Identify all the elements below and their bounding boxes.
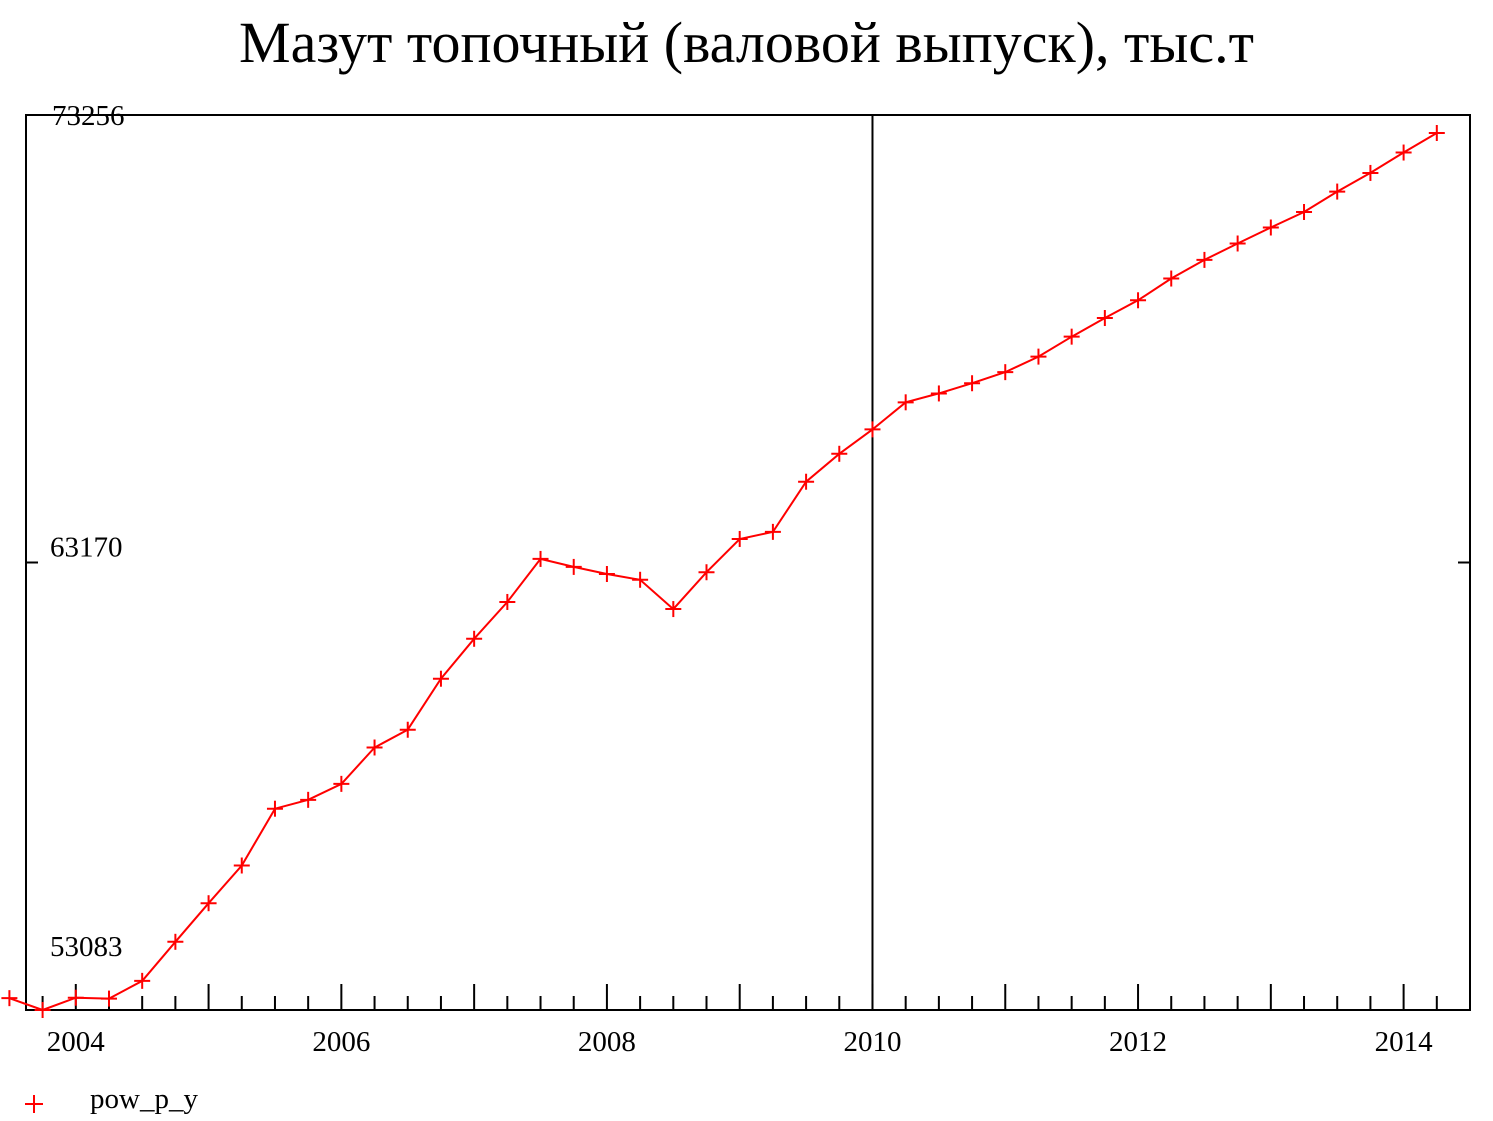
x-tick-label: 2004 xyxy=(47,1026,106,1058)
data-point xyxy=(233,857,250,874)
data-point xyxy=(1262,219,1279,236)
data-point xyxy=(565,558,582,575)
data-point xyxy=(1063,328,1080,345)
y-tick-label: 53083 xyxy=(50,931,123,963)
data-point xyxy=(731,530,748,547)
x-tick-label: 2010 xyxy=(843,1026,901,1058)
data-point xyxy=(466,630,483,647)
data-point xyxy=(930,385,947,402)
data-point xyxy=(1362,164,1379,181)
data-point xyxy=(1096,310,1113,327)
data-point xyxy=(598,566,615,583)
data-point xyxy=(798,473,815,490)
data-point xyxy=(1395,144,1412,161)
data-point xyxy=(1229,235,1246,252)
y-tick-label: 63170 xyxy=(50,532,123,564)
data-point xyxy=(532,550,549,567)
data-point xyxy=(1030,348,1047,365)
data-point xyxy=(665,601,682,618)
data-point xyxy=(964,375,981,392)
legend: pow_p_y xyxy=(25,1083,198,1115)
data-point xyxy=(366,739,383,756)
data-point xyxy=(764,523,781,540)
x-tick-label: 2006 xyxy=(312,1026,370,1058)
chart-title: Мазут топочный (валовой выпуск), тыс.т xyxy=(239,10,1254,75)
series-line xyxy=(9,132,1438,1012)
x-tick-label: 2008 xyxy=(578,1026,636,1058)
data-point xyxy=(1,990,18,1007)
data-point xyxy=(67,989,84,1006)
plot-frame xyxy=(25,114,1471,1011)
data-point xyxy=(167,933,184,950)
data-point xyxy=(200,895,217,912)
plot-border xyxy=(25,114,1471,1011)
data-point xyxy=(134,972,151,989)
x-axis: 2004 2006 2008 2010 2012 2014 xyxy=(41,984,1471,1058)
data-point xyxy=(1296,203,1313,220)
series-layer xyxy=(1,125,1445,1018)
data-point xyxy=(1329,183,1346,200)
data-point xyxy=(266,800,283,817)
y-axis: 73256 63170 53083 xyxy=(26,100,1470,963)
x-tick-label: 2012 xyxy=(1109,1026,1167,1058)
data-point xyxy=(632,571,649,588)
data-point xyxy=(864,421,881,438)
data-point xyxy=(1428,125,1445,142)
data-point xyxy=(399,721,416,738)
legend-label: pow_p_y xyxy=(90,1083,198,1115)
x-tick-label: 2014 xyxy=(1375,1026,1434,1058)
data-point xyxy=(1130,292,1147,309)
data-point xyxy=(997,364,1014,381)
data-point xyxy=(34,1002,51,1018)
data-point xyxy=(1196,251,1213,268)
y-tick-label: 73256 xyxy=(52,100,125,132)
data-point xyxy=(100,990,117,1007)
data-point xyxy=(499,593,516,610)
data-point xyxy=(698,564,715,581)
data-point xyxy=(300,791,317,808)
data-point xyxy=(432,670,449,687)
legend-marker xyxy=(25,1095,43,1113)
data-point xyxy=(333,775,350,792)
data-point xyxy=(897,394,914,411)
data-point xyxy=(831,445,848,462)
data-point xyxy=(1163,270,1180,287)
